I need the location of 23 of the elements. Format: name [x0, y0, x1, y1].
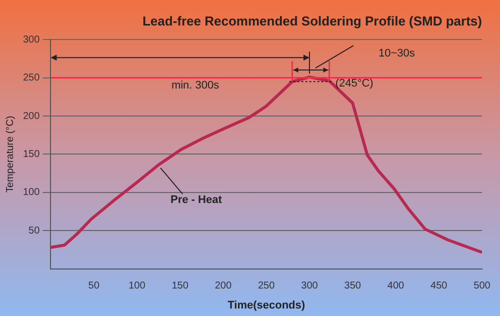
annotation: min. 300s: [171, 79, 220, 92]
x-tick-label: 50: [88, 280, 100, 292]
x-tick-label: 250: [258, 280, 276, 292]
annotation: Pre - Heat: [170, 194, 222, 206]
y-tick-label: 100: [22, 187, 40, 198]
y-tick-label: 150: [22, 148, 40, 160]
x-tick-label: 500: [474, 280, 491, 292]
x-tick-label: 300: [301, 280, 318, 292]
x-tick-label: 400: [387, 280, 405, 292]
y-tick-label: 250: [22, 72, 40, 84]
y-tick-label: 300: [22, 34, 40, 46]
x-tick-label: 350: [344, 280, 362, 292]
y-axis-title: Temperature (°C): [4, 116, 16, 193]
x-tick-label: 200: [214, 280, 232, 292]
x-tick-label: 100: [128, 280, 146, 292]
x-axis-title: Time(seconds): [228, 299, 306, 312]
annotation: (245°C): [335, 78, 374, 90]
chart-title: Lead-free Recommended Soldering Profile (SMD parts): [142, 13, 482, 28]
y-tick-label: 50: [28, 225, 40, 236]
y-tick-label: 200: [22, 110, 40, 122]
x-tick-label: 150: [172, 280, 189, 292]
x-tick-label: 450: [430, 280, 448, 292]
annotation: 10~30s: [378, 47, 416, 60]
